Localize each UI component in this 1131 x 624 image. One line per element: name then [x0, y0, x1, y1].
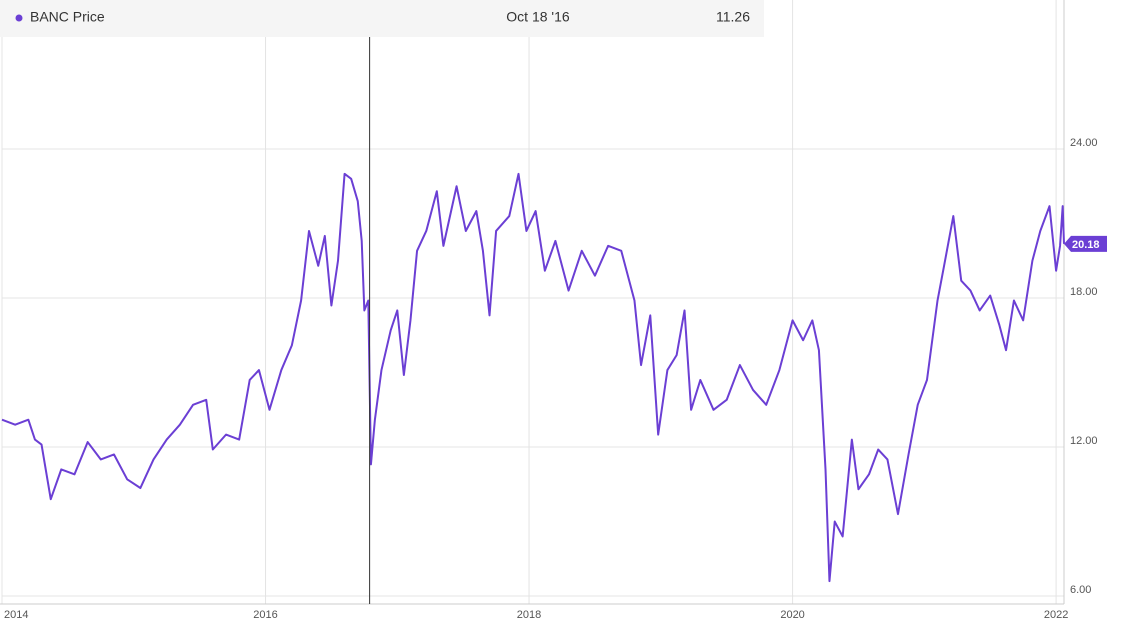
price-line — [1, 172, 1065, 583]
grid: 6.00 12.00 18.00 24.00 2014 2016 2018 2020 2022 — [0, 0, 1098, 621]
legend-label: BANC Price — [30, 9, 105, 25]
last-value-label: 20.18 — [1072, 239, 1100, 251]
y-tick-label: 12.00 — [1070, 435, 1098, 447]
hover-value: 11.26 — [716, 9, 750, 25]
x-tick-label: 2018 — [517, 609, 541, 621]
x-tick-label: 2020 — [780, 609, 804, 621]
y-tick-label: 18.00 — [1070, 286, 1098, 298]
y-tick-label: 6.00 — [1070, 584, 1091, 596]
last-value-badge — [1064, 235, 1107, 252]
legend-marker — [15, 14, 23, 22]
y-tick-label: 24.00 — [1070, 137, 1098, 149]
tooltip-box — [0, 0, 764, 37]
x-tick-label: 2014 — [4, 609, 28, 621]
x-tick-label: 2016 — [253, 609, 277, 621]
x-tick-label: 2022 — [1044, 609, 1068, 621]
plot: 20.18 — [1, 0, 1107, 604]
hover-date: Oct 18 '16 — [506, 9, 570, 25]
